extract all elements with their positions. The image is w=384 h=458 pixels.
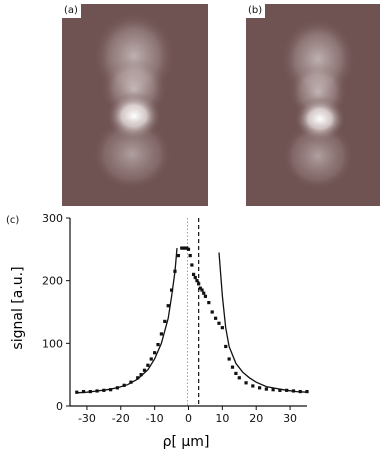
data-point — [136, 376, 140, 380]
data-point — [251, 384, 255, 388]
model-curve — [218, 252, 308, 393]
data-point — [81, 389, 86, 394]
data-point — [188, 254, 192, 258]
x-tick-label: -10 — [146, 412, 164, 425]
y-tick-label: 0 — [56, 400, 63, 413]
data-point — [146, 363, 150, 367]
data-point — [278, 388, 282, 392]
panel-label-c: (c) — [6, 215, 20, 226]
x-tick-label: 10 — [215, 412, 229, 425]
panel-label-a: (a) — [62, 4, 81, 18]
data-point — [163, 319, 167, 323]
data-point — [244, 381, 248, 385]
chart-series — [75, 218, 309, 406]
model-curve — [76, 248, 178, 394]
data-point — [180, 246, 184, 250]
data-point — [176, 254, 180, 258]
data-point — [181, 246, 186, 250]
data-point — [195, 279, 199, 283]
data-point — [186, 247, 191, 251]
data-point — [139, 373, 143, 377]
data-point — [271, 388, 275, 392]
data-point — [197, 282, 201, 286]
data-point — [200, 288, 204, 292]
data-point — [142, 368, 147, 372]
x-axis-label: ρ[ μm] — [163, 434, 210, 450]
data-point — [237, 376, 241, 380]
data-point — [193, 275, 197, 280]
data-point — [202, 291, 206, 295]
data-point — [220, 326, 224, 330]
data-point — [153, 351, 157, 355]
data-point — [159, 332, 164, 336]
data-point — [230, 365, 235, 369]
data-point — [207, 301, 211, 305]
data-point — [156, 342, 160, 347]
data-point — [258, 386, 262, 390]
data-point — [203, 294, 208, 298]
chart-axes: 0 100 200 300 -30 -20 -10 0 10 20 30 — [42, 212, 307, 425]
image-panel-a: (a) — [62, 4, 208, 206]
data-point — [210, 310, 214, 314]
intensity-image-a — [92, 11, 176, 190]
y-tick-label: 100 — [42, 337, 63, 350]
y-tick-label: 300 — [42, 212, 63, 225]
panel-label-b: (b) — [246, 4, 266, 18]
signal-profile-chart: 0 100 200 300 -30 -20 -10 0 10 20 30 signal [a.u.]… — [10, 212, 309, 450]
data-point — [198, 286, 202, 290]
data-point — [166, 304, 170, 308]
data-point — [149, 357, 153, 361]
data-point — [227, 357, 231, 361]
x-tick-label: -20 — [112, 412, 130, 425]
data-point — [191, 272, 196, 276]
data-point — [213, 316, 218, 320]
x-tick-label: -30 — [78, 412, 96, 425]
data-point — [183, 246, 187, 250]
data-point — [217, 321, 221, 325]
data-point — [224, 344, 228, 349]
data-point — [190, 263, 194, 267]
image-panel-b: (b) — [246, 4, 380, 206]
data-point — [185, 246, 189, 250]
x-tick-label: 20 — [249, 412, 263, 425]
y-axis-label: signal [a.u.] — [10, 266, 26, 349]
x-tick-label: 30 — [283, 412, 297, 425]
data-point — [264, 387, 268, 391]
x-tick-label: 0 — [185, 412, 192, 425]
data-point — [234, 371, 238, 376]
intensity-image-b — [280, 17, 356, 190]
y-tick-label: 200 — [42, 275, 63, 288]
data-point — [169, 288, 174, 292]
